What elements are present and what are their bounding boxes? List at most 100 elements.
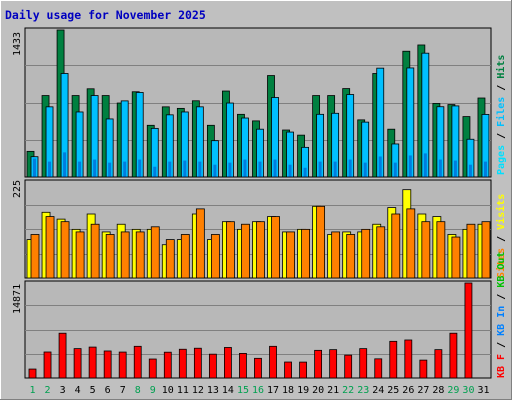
day-label-24: 24 (372, 385, 384, 396)
pages-bar-day-5 (93, 159, 97, 177)
files-bar-day-21 (331, 112, 340, 178)
kbf-bar-day-18 (284, 361, 292, 379)
kbf-bar-day-10 (163, 351, 172, 379)
files-bar-day-14 (226, 102, 234, 178)
sites-bar-day-28 (436, 221, 446, 279)
sites-bar-day-2 (45, 216, 55, 279)
kbf-bar-day-26 (404, 339, 413, 379)
day-label-30: 30 (462, 385, 474, 396)
files-bar-day-25 (391, 143, 400, 178)
pages-bar-day-9 (153, 166, 157, 177)
kbf-bar-day-30 (464, 282, 473, 379)
sites-bar-day-18 (286, 231, 295, 279)
files-bar-day-30 (466, 138, 475, 178)
day-label-25: 25 (387, 385, 399, 396)
day-label-6: 6 (105, 385, 111, 396)
sites-bar-day-19 (301, 228, 310, 279)
legend-sites: Sites (495, 248, 507, 278)
pages-bar-day-26 (408, 155, 412, 177)
files-bar-day-10 (165, 114, 174, 178)
pages-bar-day-8 (138, 159, 142, 177)
pages-bar-day-16 (258, 161, 262, 177)
day-label-19: 19 (297, 385, 309, 396)
pages-bar-day-22 (348, 159, 352, 177)
files-bar-day-9 (150, 127, 159, 178)
pages-bar-day-13 (213, 164, 217, 177)
pages-bar-day-31 (483, 161, 487, 177)
sites-bar-day-7 (120, 231, 130, 279)
mid-legend: Sites / Visits (495, 194, 507, 278)
sites-bar-day-1 (30, 234, 40, 279)
sites-bar-day-17 (271, 216, 280, 279)
day-labels: 1 2 3 4 5 6 7 8 9 10 11 12 13 14 15 16 17 18 19 20 21 22 23 24 2… (30, 385, 490, 396)
day-label-22: 22 (342, 385, 354, 396)
files-bar-day-26 (406, 67, 415, 178)
kbf-bar-day-28 (434, 349, 443, 379)
pages-bar-day-4 (78, 161, 82, 177)
day-label-13: 13 (207, 385, 219, 396)
kbf-bar-day-23 (359, 348, 368, 379)
kbf-bar-day-21 (329, 349, 338, 379)
pages-bar-day-24 (378, 156, 382, 177)
kbf-bar-day-29 (449, 332, 458, 379)
kbf-bar-day-17 (269, 345, 277, 379)
files-bar-day-22 (346, 94, 355, 178)
sites-bar-day-26 (406, 208, 416, 279)
sites-bar-day-23 (361, 228, 371, 279)
sites-bar-day-9 (150, 226, 160, 279)
files-bar-day-6 (105, 118, 114, 178)
files-bar-day-8 (135, 92, 144, 178)
pages-bar-day-30 (468, 164, 472, 177)
day-label-23: 23 (357, 385, 369, 396)
kbf-bar-day-25 (389, 340, 398, 379)
day-label-4: 4 (75, 385, 81, 396)
files-bar-day-7 (120, 100, 129, 178)
kbf-bar-day-22 (344, 354, 353, 379)
kbytes-panel (24, 280, 492, 379)
legend-hits: Hits (495, 55, 507, 79)
top-legend: Pages / Files / Hits (495, 55, 507, 175)
files-bar-day-1 (30, 156, 39, 178)
files-bar-day-16 (256, 128, 264, 178)
day-label-21: 21 (327, 385, 339, 396)
pages-bar-day-23 (363, 162, 367, 177)
files-bar-day-24 (376, 67, 385, 178)
day-label-11: 11 (177, 385, 189, 396)
day-label-14: 14 (222, 385, 234, 396)
sites-bar-day-21 (331, 231, 341, 279)
day-label-28: 28 (432, 385, 444, 396)
sites-bar-day-30 (466, 223, 476, 279)
day-label-1: 1 (30, 385, 36, 396)
sites-bar-day-6 (105, 234, 115, 279)
day-label-2: 2 (45, 385, 51, 396)
sites-bar-day-4 (75, 231, 85, 279)
pages-bar-day-2 (48, 161, 52, 177)
sites-bar-day-11 (180, 234, 190, 279)
hits-files-pages-panel (24, 27, 492, 178)
svg-text:Pages / Files / Hits: Pages / Files / Hits (495, 55, 507, 175)
day-label-27: 27 (417, 385, 429, 396)
day-label-26: 26 (402, 385, 414, 396)
day-label-12: 12 (192, 385, 204, 396)
day-label-7: 7 (120, 385, 126, 396)
pages-bar-day-18 (288, 164, 292, 177)
svg-text:KB F / KB In / KB Out: KB F / KB In / KB Out (496, 252, 507, 378)
sites-bar-day-5 (90, 223, 100, 279)
files-bar-day-13 (210, 140, 219, 178)
kbf-bar-day-7 (118, 351, 127, 379)
svg-text:Sites / Visits: Sites / Visits (495, 194, 507, 278)
legend-kbin: KB In (496, 306, 507, 336)
pages-bar-day-21 (333, 161, 337, 177)
bot-legend: KB F / KB In / KB Out (496, 252, 507, 378)
pages-bar-day-15 (243, 159, 247, 177)
day-label-15: 15 (237, 385, 249, 396)
pages-bar-day-3 (63, 152, 67, 177)
kbf-bar-day-2 (43, 351, 52, 379)
files-bar-day-20 (316, 113, 325, 178)
kbf-bar-day-11 (178, 348, 187, 379)
sites-bar-day-24 (376, 226, 386, 279)
legend-kbf: KB F (496, 354, 507, 378)
pages-bar-day-1 (33, 158, 36, 177)
sites-bar-day-22 (346, 234, 356, 279)
kbf-bar-day-3 (58, 332, 67, 379)
